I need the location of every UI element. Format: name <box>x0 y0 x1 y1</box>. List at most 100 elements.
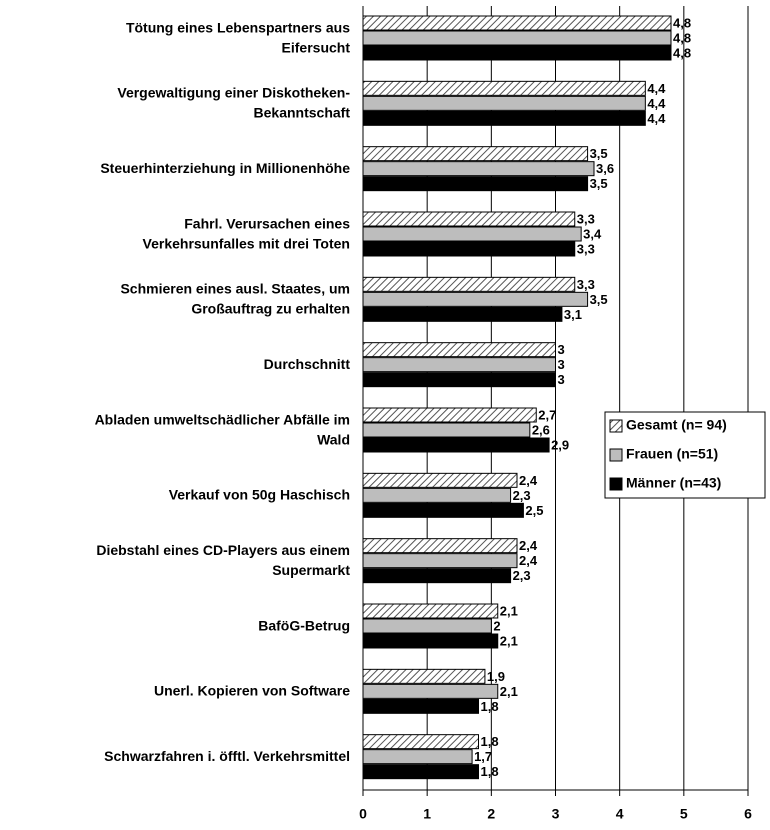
bar <box>362 749 473 765</box>
value-label: 2,3 <box>513 568 531 583</box>
category-label: Diebstahl eines CD-Players aus einem <box>96 542 350 558</box>
value-label: 4,8 <box>673 15 691 30</box>
bar <box>362 698 479 714</box>
category-label: Bekanntschaft <box>254 105 351 121</box>
category-label: Großauftrag zu erhalten <box>191 301 350 317</box>
bar <box>362 568 512 584</box>
value-label: 2,7 <box>538 407 556 422</box>
legend-swatch <box>609 448 623 462</box>
bar <box>362 30 672 46</box>
x-tick-label: 1 <box>423 806 431 822</box>
bar <box>362 211 576 227</box>
legend-swatch <box>609 419 623 433</box>
value-label: 1,7 <box>474 749 492 764</box>
bar <box>362 226 582 242</box>
value-label: 4,4 <box>647 96 666 111</box>
bar <box>362 45 672 61</box>
value-label: 2,1 <box>500 603 518 618</box>
bar <box>362 161 595 177</box>
value-label: 3,3 <box>577 211 595 226</box>
value-label: 1,8 <box>481 764 499 779</box>
x-tick-label: 0 <box>359 806 367 822</box>
value-label: 3 <box>558 372 565 387</box>
x-tick-label: 2 <box>487 806 495 822</box>
category-label: Wald <box>317 431 350 447</box>
value-label: 2,5 <box>525 503 543 518</box>
value-label: 2,6 <box>532 422 550 437</box>
bar <box>362 241 576 257</box>
bar <box>362 95 646 111</box>
value-label: 3,5 <box>590 146 608 161</box>
bar <box>362 176 589 192</box>
value-label: 4,4 <box>647 111 666 126</box>
category-label: Unerl. Kopieren von Software <box>154 683 350 699</box>
bar <box>362 372 556 388</box>
x-tick-label: 4 <box>616 806 624 822</box>
bar <box>362 633 499 649</box>
category-label: Schmieren eines ausl. Staates, um <box>120 281 350 297</box>
category-label: Verkauf von 50g Haschisch <box>169 487 350 503</box>
category-label: Supermarkt <box>272 562 350 578</box>
value-label: 2,4 <box>519 538 538 553</box>
bar <box>362 668 486 684</box>
category-label: Vergewaltigung einer Diskotheken- <box>117 85 350 101</box>
value-label: 3,5 <box>590 176 608 191</box>
bar <box>362 407 537 423</box>
legend-swatch <box>609 477 623 491</box>
x-tick-label: 6 <box>744 806 752 822</box>
value-label: 4,8 <box>673 45 691 60</box>
bar <box>362 437 550 453</box>
x-tick-label: 3 <box>552 806 560 822</box>
bar <box>362 357 556 373</box>
category-label: Tötung eines Lebenspartners aus <box>126 19 350 35</box>
bar <box>362 146 589 162</box>
bar <box>362 487 512 503</box>
value-label: 4,4 <box>647 81 666 96</box>
value-label: 2,9 <box>551 437 569 452</box>
legend-label: Frauen (n=51) <box>626 446 718 462</box>
bar <box>362 683 499 699</box>
value-label: 2,4 <box>519 473 538 488</box>
bar <box>362 80 646 96</box>
bar <box>362 422 531 438</box>
legend-label: Gesamt (n= 94) <box>626 417 727 433</box>
bar <box>362 15 672 31</box>
value-label: 4,8 <box>673 30 691 45</box>
legend-label: Männer (n=43) <box>626 475 721 491</box>
value-label: 2,3 <box>513 488 531 503</box>
value-label: 3,6 <box>596 161 614 176</box>
bar <box>362 603 499 619</box>
value-label: 3,4 <box>583 226 602 241</box>
value-label: 3,3 <box>577 241 595 256</box>
legend-box <box>604 411 766 499</box>
category-label: Fahrl. Verursachen eines <box>184 215 350 231</box>
value-label: 3,3 <box>577 277 595 292</box>
value-label: 2,1 <box>500 684 518 699</box>
value-label: 2,4 <box>519 553 538 568</box>
value-label: 3 <box>558 342 565 357</box>
value-label: 2,1 <box>500 633 518 648</box>
category-label: Schwarzfahren i. öfftl. Verkehrsmittel <box>104 748 350 764</box>
category-label: Eifersucht <box>282 39 351 55</box>
bar <box>362 734 479 750</box>
bar <box>362 764 479 780</box>
value-label: 1,9 <box>487 669 505 684</box>
value-label: 1,8 <box>481 699 499 714</box>
category-label: Verkehrsunfalles mit drei Toten <box>143 235 350 251</box>
bar <box>362 538 518 554</box>
x-tick-label: 5 <box>680 806 688 822</box>
bar <box>362 472 518 488</box>
category-label: Durchschnitt <box>264 356 351 372</box>
bar <box>362 291 589 307</box>
value-label: 2 <box>493 618 500 633</box>
bar <box>362 502 524 518</box>
category-label: Abladen umweltschädlicher Abfälle im <box>95 411 350 427</box>
value-label: 3,1 <box>564 307 582 322</box>
bar <box>362 306 563 322</box>
bar <box>362 553 518 569</box>
bar <box>362 618 492 634</box>
bar <box>362 110 646 126</box>
value-label: 3 <box>558 357 565 372</box>
category-label: BaföG-Betrug <box>258 617 350 633</box>
